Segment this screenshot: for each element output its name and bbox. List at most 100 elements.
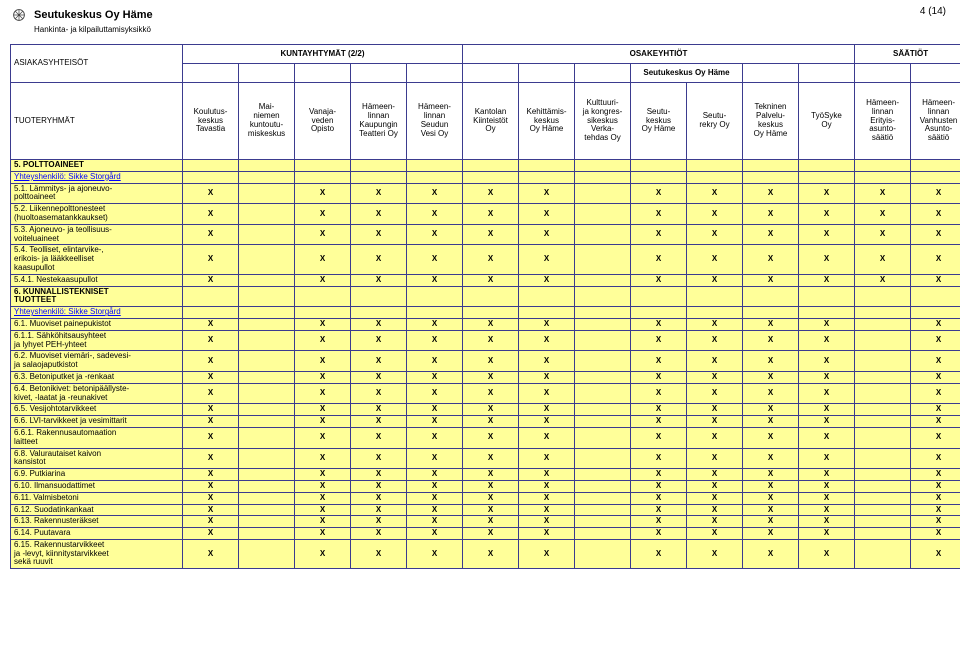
column-header-13: Hämeen-linnanVanhustenAsunto-säätiö	[911, 83, 960, 160]
table-cell: X	[743, 351, 799, 372]
table-cell: X	[295, 404, 351, 416]
table-cell: X	[295, 383, 351, 404]
table-cell	[575, 516, 631, 528]
table-cell	[687, 286, 743, 307]
table-cell	[519, 286, 575, 307]
table-row: 6. KUNNALLISTEKNISETTUOTTEET	[11, 286, 960, 307]
table-cell: X	[631, 204, 687, 225]
table-cell: X	[743, 183, 799, 204]
table-cell	[855, 383, 911, 404]
table-cell: X	[351, 469, 407, 481]
table-cell: X	[407, 371, 463, 383]
table-cell	[855, 492, 911, 504]
table-cell: X	[799, 528, 855, 540]
table-row: 6.13. RakennusteräksetXXXXXXXXXXX	[11, 516, 960, 528]
table-cell	[855, 330, 911, 351]
table-cell: X	[463, 183, 519, 204]
table-cell: X	[687, 469, 743, 481]
table-cell: X	[407, 516, 463, 528]
table-cell: X	[911, 330, 960, 351]
table-row: 5.2. Liikennepolttonesteet(huoltoasemata…	[11, 204, 960, 225]
table-cell	[239, 318, 295, 330]
table-cell: X	[407, 224, 463, 245]
table-cell	[575, 330, 631, 351]
table-cell: X	[687, 404, 743, 416]
table-cell: X	[183, 427, 239, 448]
header-spacer	[575, 64, 631, 83]
table-cell	[575, 171, 631, 183]
column-group-1: OSAKEYHTIÖT	[463, 45, 855, 64]
table-cell: X	[519, 183, 575, 204]
row-label: 6.3. Betoniputket ja -renkaat	[11, 371, 183, 383]
table-row: Yhteyshenkilö: Sikke Storgård	[11, 171, 960, 183]
table-cell: X	[631, 516, 687, 528]
table-cell	[911, 171, 960, 183]
table-cell	[855, 371, 911, 383]
table-cell	[911, 286, 960, 307]
table-cell: X	[407, 469, 463, 481]
table-cell	[463, 160, 519, 172]
table-cell	[575, 504, 631, 516]
row-label: 6.8. Valurautaiset kaivonkansistot	[11, 448, 183, 469]
row-label: 6.15. Rakennustarvikkeetja -levyt, kiinn…	[11, 539, 183, 568]
row-label: 6.10. Ilmansuodattimet	[11, 480, 183, 492]
table-cell: X	[463, 383, 519, 404]
table-cell: X	[687, 492, 743, 504]
table-cell: X	[687, 318, 743, 330]
table-cell: X	[631, 480, 687, 492]
table-cell: X	[351, 448, 407, 469]
table-cell	[575, 404, 631, 416]
table-cell	[575, 307, 631, 319]
table-cell: X	[687, 480, 743, 492]
table-cell	[239, 286, 295, 307]
table-cell: X	[911, 351, 960, 372]
table-cell	[575, 469, 631, 481]
table-cell	[855, 504, 911, 516]
table-cell	[239, 224, 295, 245]
table-cell: X	[463, 204, 519, 225]
table-cell	[575, 448, 631, 469]
table-cell: X	[631, 427, 687, 448]
table-cell	[239, 274, 295, 286]
table-cell: X	[687, 448, 743, 469]
table-cell: X	[631, 528, 687, 540]
table-cell: X	[519, 448, 575, 469]
table-cell: X	[463, 351, 519, 372]
table-cell: X	[463, 318, 519, 330]
table-cell: X	[351, 492, 407, 504]
table-row: 6.1.1. Sähköhitsausyhteetja lyhyet PEH-y…	[11, 330, 960, 351]
table-cell	[463, 307, 519, 319]
table-cell: X	[631, 416, 687, 428]
table-row: 6.2. Muoviset viemäri-, sadevesi-ja sala…	[11, 351, 960, 372]
table-cell	[407, 286, 463, 307]
table-cell: X	[407, 448, 463, 469]
table-cell: X	[407, 492, 463, 504]
table-cell: X	[407, 528, 463, 540]
table-cell: X	[183, 504, 239, 516]
table-cell: X	[743, 318, 799, 330]
table-cell: X	[183, 371, 239, 383]
table-cell	[855, 160, 911, 172]
table-cell: X	[743, 274, 799, 286]
table-cell: X	[687, 183, 743, 204]
table-cell	[575, 160, 631, 172]
table-cell: X	[351, 516, 407, 528]
table-row: 5.3. Ajoneuvo- ja teollisuus-voiteluaine…	[11, 224, 960, 245]
table-cell	[295, 286, 351, 307]
table-cell: X	[407, 539, 463, 568]
table-cell	[799, 171, 855, 183]
column-header-2: Vanaja-vedenOpisto	[295, 83, 351, 160]
header-spacer	[239, 64, 295, 83]
table-cell: X	[183, 274, 239, 286]
table-cell: X	[911, 448, 960, 469]
table-cell: X	[183, 183, 239, 204]
table-cell: X	[295, 204, 351, 225]
table-cell	[239, 492, 295, 504]
row-label: 6.1.1. Sähköhitsausyhteetja lyhyet PEH-y…	[11, 330, 183, 351]
table-cell: X	[911, 371, 960, 383]
table-cell: X	[911, 516, 960, 528]
table-cell: X	[463, 245, 519, 274]
table-cell: X	[351, 183, 407, 204]
table-cell	[351, 171, 407, 183]
table-cell: X	[631, 330, 687, 351]
